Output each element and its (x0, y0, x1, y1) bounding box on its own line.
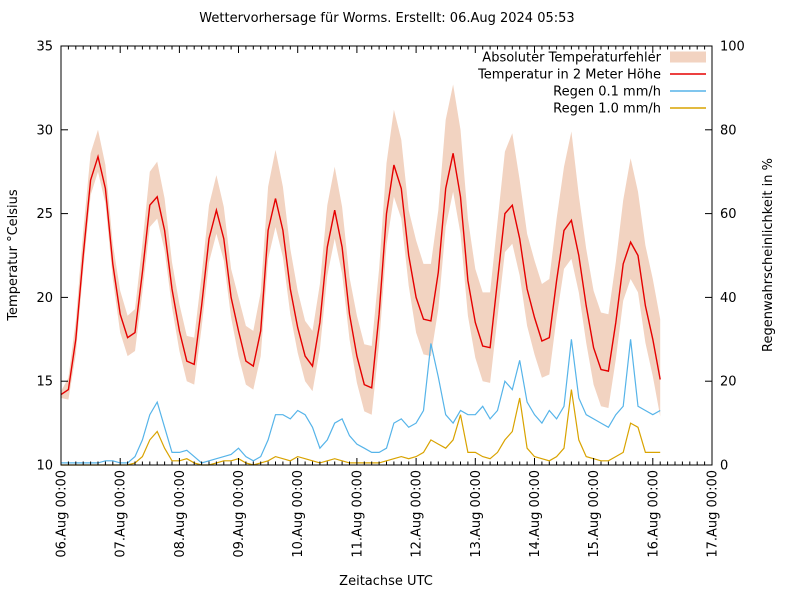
y-axis-label-left: Temperatur °Celsius (6, 189, 21, 322)
rain-0-1-line (61, 339, 661, 464)
x-tick-label: 12.Aug 00:00 (410, 470, 425, 558)
y-right-tick-label: 100 (720, 40, 745, 55)
temperature-line (60, 153, 661, 396)
x-tick-label: 08.Aug 00:00 (173, 470, 188, 558)
y-right-tick-label: 0 (720, 459, 728, 474)
y-left-tick-label: 10 (36, 459, 53, 474)
legend-label: Temperatur in 2 Meter Höhe (477, 68, 661, 83)
x-tick-label: 06.Aug 00:00 (55, 470, 70, 558)
x-tick-label: 11.Aug 00:00 (350, 470, 365, 558)
chart-title: Wettervorhersage für Worms. Erstellt: 06… (199, 11, 574, 26)
y-right-tick-label: 40 (720, 291, 737, 306)
legend-label: Regen 1.0 mm/h (553, 102, 661, 117)
x-tick-label: 13.Aug 00:00 (469, 470, 484, 558)
x-axis-label: Zeitachse UTC (339, 574, 433, 589)
x-tick-label: 07.Aug 00:00 (114, 470, 129, 558)
x-tick-label: 16.Aug 00:00 (646, 470, 661, 558)
legend-label: Absoluter Temperaturfehler (482, 51, 661, 66)
y-left-tick-label: 25 (36, 207, 53, 222)
plot-area: 06.Aug 00:00 07.Aug 00:00 08.Aug 00:00 09.A… (36, 40, 744, 558)
plot-border (60, 45, 713, 466)
x-tick-label: 14.Aug 00:00 (528, 470, 543, 558)
legend-label: Regen 0.1 mm/h (553, 85, 661, 100)
temperature-error-band (61, 84, 661, 417)
y-left-tick-label: 15 (36, 375, 53, 390)
y-right-tick-label: 80 (720, 123, 737, 138)
y-axis-label-right: Regenwahrscheinlichkeit in % (761, 158, 776, 352)
y-left-tick-label: 20 (36, 291, 53, 306)
x-tick-label: 09.Aug 00:00 (232, 470, 247, 558)
x-tick-label: 10.Aug 00:00 (291, 470, 306, 558)
y-left-tick-label: 30 (36, 123, 53, 138)
legend-band-swatch (670, 51, 706, 63)
y-left-tick-label: 35 (36, 40, 53, 55)
y-right-tick-label: 60 (720, 207, 737, 222)
x-tick-label: 17.Aug 00:00 (706, 470, 721, 558)
rain-1-0-line (61, 389, 661, 466)
x-tick-label: 15.Aug 00:00 (587, 470, 602, 558)
y-right-tick-label: 20 (720, 375, 737, 390)
